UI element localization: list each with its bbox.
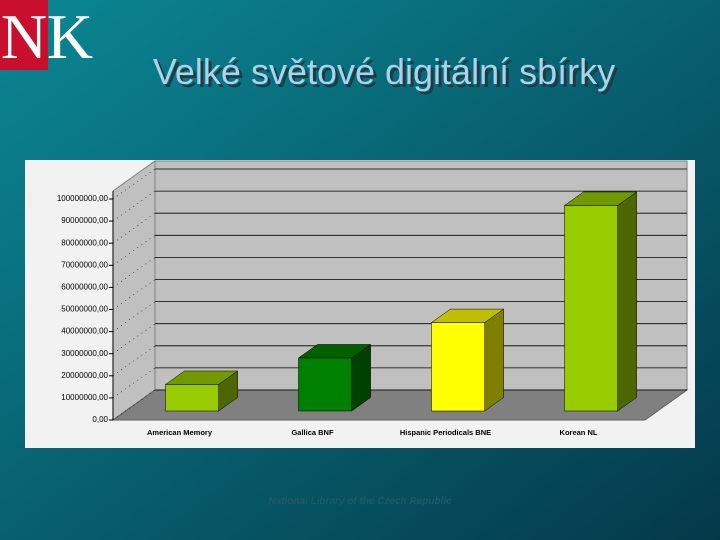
y-tick-label: 70000000,00 [61, 260, 108, 269]
y-tick-label: 20000000,00 [61, 371, 108, 380]
slide-title: Velké světové digitální sbírky [153, 51, 615, 92]
grid-line [112, 257, 156, 288]
footer: National Library of the Czech Republic [268, 496, 452, 507]
chart: 0,00 10000000,00 20000000,00 30000000,00 400… [57, 160, 689, 437]
bar [564, 205, 618, 412]
x-tick-label: Korean NL [560, 428, 598, 437]
grid-line [112, 345, 156, 377]
y-tick-label: 50000000,00 [61, 305, 108, 314]
bar-side [484, 308, 504, 412]
bar [431, 322, 485, 412]
x-tick-label: American Memory [147, 428, 213, 437]
y-tick-label: 10000000,00 [61, 393, 108, 402]
grid-line [112, 323, 156, 354]
grid-line [112, 190, 156, 222]
grid-line [112, 212, 156, 244]
grid-line [112, 389, 156, 421]
bar-side [617, 191, 637, 412]
bar [298, 357, 352, 412]
logo-letter: N [1, 1, 47, 72]
x-tick-label: Gallica BNF [291, 428, 334, 437]
logo-box [0, 0, 48, 70]
grid-line [112, 367, 156, 399]
y-tick-label: 30000000,00 [61, 349, 108, 358]
grid-line [112, 235, 156, 266]
x-tick-label: Hispanic Periodicals BNE [400, 428, 491, 437]
y-tick-label: 100000000,00 [57, 194, 109, 203]
y-tick-label: 60000000,00 [61, 283, 108, 292]
side-wall [112, 160, 156, 421]
title-shadow: Velké světové digitální sbírky [156, 54, 618, 95]
grid-line [112, 279, 156, 310]
grid-line [112, 168, 156, 200]
y-tick-label: 90000000,00 [61, 216, 108, 225]
y-tick-label: 0,00 [92, 415, 108, 424]
y-tick-label: 40000000,00 [61, 327, 108, 336]
bar [165, 384, 219, 412]
grid-line [112, 301, 156, 332]
logo-letter: K [47, 1, 93, 72]
y-tick-label: 80000000,00 [61, 238, 108, 247]
